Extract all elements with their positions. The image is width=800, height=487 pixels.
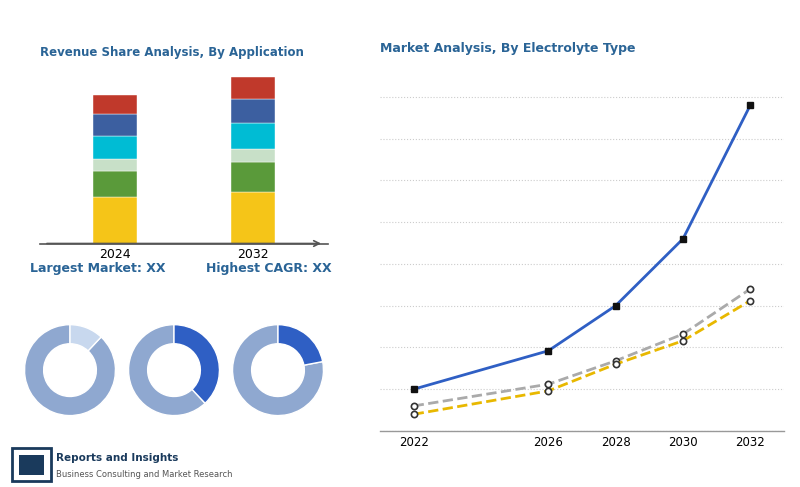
Bar <box>230 76 274 99</box>
Bar <box>230 123 274 149</box>
Wedge shape <box>25 325 115 415</box>
Bar <box>230 191 274 244</box>
Text: Highest CAGR: XX: Highest CAGR: XX <box>206 262 332 275</box>
Bar <box>94 94 138 114</box>
Text: Reports and Insights: Reports and Insights <box>56 453 178 463</box>
Wedge shape <box>70 325 101 351</box>
Bar <box>94 170 138 197</box>
Bar <box>94 159 138 170</box>
Wedge shape <box>129 325 205 415</box>
Text: Revenue Share Analysis, By Application: Revenue Share Analysis, By Application <box>40 46 304 59</box>
Wedge shape <box>233 325 323 415</box>
Bar <box>94 197 138 244</box>
Bar <box>19 455 44 475</box>
Wedge shape <box>278 325 322 365</box>
Bar <box>230 162 274 191</box>
Bar <box>230 149 274 162</box>
Text: Business Consulting and Market Research: Business Consulting and Market Research <box>56 470 232 479</box>
Text: Largest Market: XX: Largest Market: XX <box>30 262 166 275</box>
Bar <box>94 136 138 159</box>
Bar <box>94 114 138 136</box>
Text: ASIA PACIFIC LITHIUM-ION BATTERY ELECTROLYTE MARKET SEGMENT ANALYSIS: ASIA PACIFIC LITHIUM-ION BATTERY ELECTRO… <box>10 19 578 32</box>
Bar <box>230 99 274 123</box>
Wedge shape <box>174 325 219 403</box>
Text: Market Analysis, By Electrolyte Type: Market Analysis, By Electrolyte Type <box>380 42 635 55</box>
